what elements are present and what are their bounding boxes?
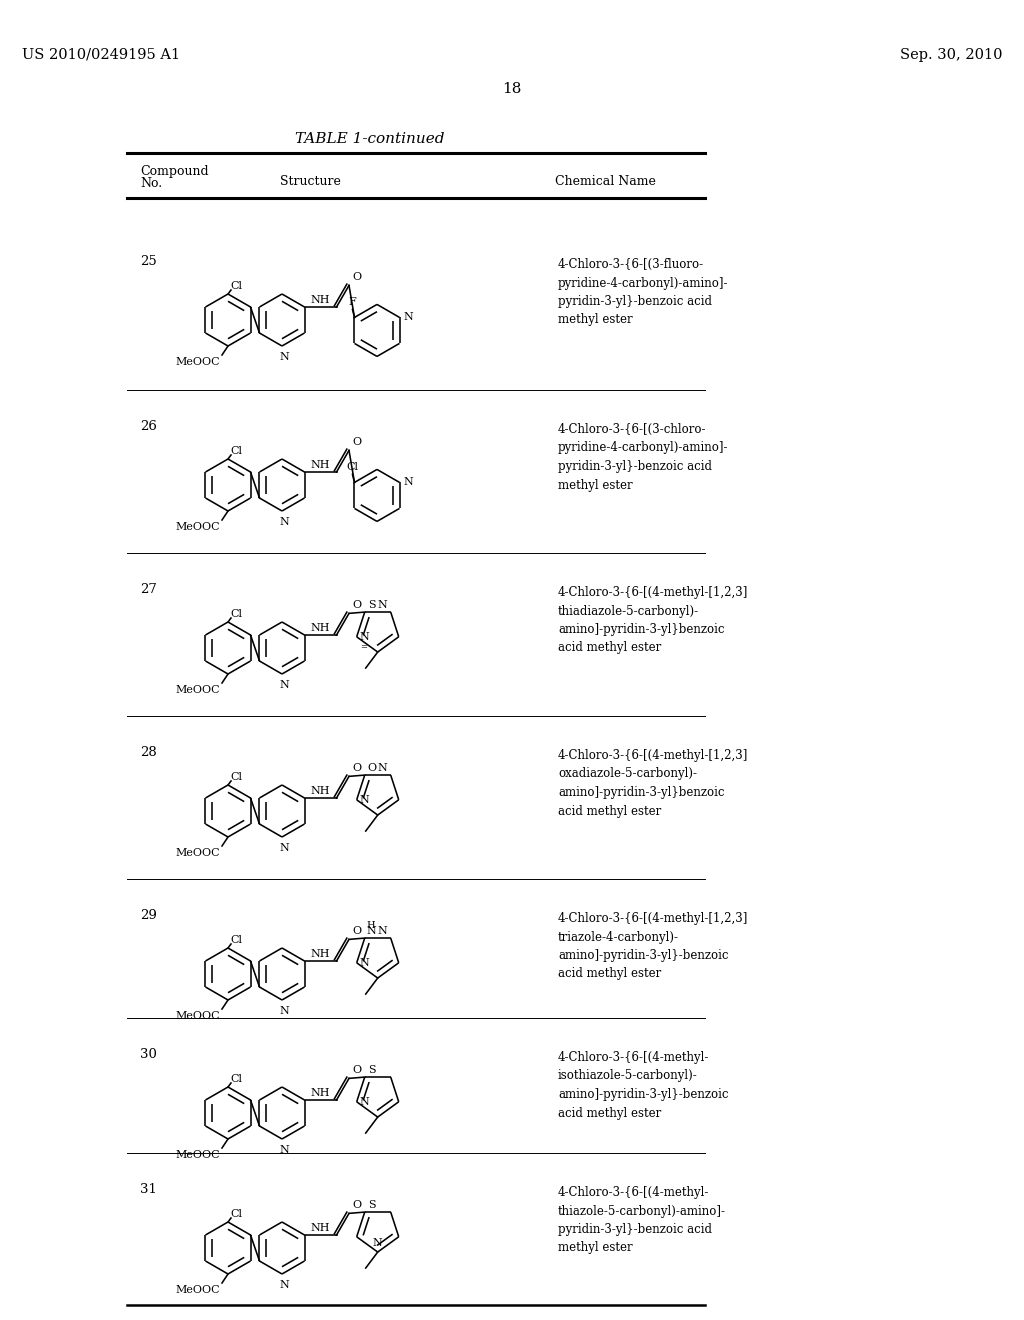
Text: N: N [359, 632, 370, 642]
Text: N: N [280, 843, 289, 853]
Text: No.: No. [140, 177, 162, 190]
Text: Cl: Cl [230, 935, 242, 945]
Text: 4-Chloro-3-{6-[(4-methyl-[1,2,3]
thiadiazole-5-carbonyl)-
amino]-pyridin-3-yl}be: 4-Chloro-3-{6-[(4-methyl-[1,2,3] thiadia… [558, 586, 749, 655]
Text: Compound: Compound [140, 165, 209, 178]
Text: 4-Chloro-3-{6-[(3-fluoro-
pyridine-4-carbonyl)-amino]-
pyridin-3-yl}-benzoic aci: 4-Chloro-3-{6-[(3-fluoro- pyridine-4-car… [558, 257, 728, 326]
Text: S: S [368, 1200, 376, 1210]
Text: 29: 29 [140, 909, 157, 921]
Text: 31: 31 [140, 1183, 157, 1196]
Text: O: O [352, 272, 361, 282]
Text: US 2010/0249195 A1: US 2010/0249195 A1 [22, 48, 180, 62]
Text: N: N [359, 958, 370, 968]
Text: S: S [368, 1065, 376, 1074]
Text: Cl: Cl [230, 772, 242, 781]
Text: NH: NH [310, 785, 331, 796]
Text: 27: 27 [140, 583, 157, 597]
Text: Cl: Cl [230, 1209, 242, 1218]
Text: 4-Chloro-3-{6-[(4-methyl-[1,2,3]
triazole-4-carbonyl)-
amino]-pyridin-3-yl}-benz: 4-Chloro-3-{6-[(4-methyl-[1,2,3] triazol… [558, 912, 749, 981]
Text: NH: NH [310, 1224, 331, 1233]
Text: NH: NH [310, 1088, 331, 1098]
Text: N: N [403, 313, 414, 322]
Text: N: N [378, 601, 388, 610]
Text: N: N [367, 927, 377, 936]
Text: 30: 30 [140, 1048, 157, 1061]
Text: Sep. 30, 2010: Sep. 30, 2010 [899, 48, 1002, 62]
Text: Cl: Cl [346, 462, 358, 473]
Text: MeOOC: MeOOC [175, 1011, 220, 1020]
Text: N: N [403, 478, 414, 487]
Text: MeOOC: MeOOC [175, 685, 220, 696]
Text: 25: 25 [140, 255, 157, 268]
Text: O: O [368, 763, 377, 774]
Text: N: N [280, 1280, 289, 1290]
Text: O: O [352, 1065, 361, 1076]
Text: N: N [378, 763, 388, 774]
Text: MeOOC: MeOOC [175, 847, 220, 858]
Text: N: N [359, 1097, 370, 1106]
Text: Cl: Cl [230, 281, 242, 290]
Text: H: H [367, 921, 376, 931]
Text: NH: NH [310, 949, 331, 960]
Text: 4-Chloro-3-{6-[(4-methyl-[1,2,3]
oxadiazole-5-carbonyl)-
amino]-pyridin-3-yl}ben: 4-Chloro-3-{6-[(4-methyl-[1,2,3] oxadiaz… [558, 748, 749, 817]
Text: MeOOC: MeOOC [175, 1150, 220, 1160]
Text: N: N [280, 352, 289, 362]
Text: Cl: Cl [230, 446, 242, 455]
Text: 4-Chloro-3-{6-[(4-methyl-
isothiazole-5-carbonyl)-
amino]-pyridin-3-yl}-benzoic
: 4-Chloro-3-{6-[(4-methyl- isothiazole-5-… [558, 1051, 728, 1119]
Text: TABLE 1-continued: TABLE 1-continued [295, 132, 444, 147]
Text: Structure: Structure [280, 176, 340, 187]
Text: 18: 18 [503, 82, 521, 96]
Text: NH: NH [310, 294, 331, 305]
Text: MeOOC: MeOOC [175, 521, 220, 532]
Text: Cl: Cl [230, 609, 242, 619]
Text: Cl: Cl [230, 1074, 242, 1084]
Text: O: O [352, 437, 361, 447]
Text: F: F [348, 297, 356, 308]
Text: NH: NH [310, 623, 331, 634]
Text: O: O [352, 1200, 361, 1210]
Text: 4-Chloro-3-{6-[(4-methyl-
thiazole-5-carbonyl)-amino]-
pyridin-3-yl}-benzoic aci: 4-Chloro-3-{6-[(4-methyl- thiazole-5-car… [558, 1185, 726, 1254]
Text: N: N [280, 1006, 289, 1016]
Text: 28: 28 [140, 746, 157, 759]
Text: O: O [352, 763, 361, 774]
Text: 4-Chloro-3-{6-[(3-chloro-
pyridine-4-carbonyl)-amino]-
pyridin-3-yl}-benzoic aci: 4-Chloro-3-{6-[(3-chloro- pyridine-4-car… [558, 422, 728, 491]
Text: O: O [352, 601, 361, 610]
Text: Chemical Name: Chemical Name [555, 176, 656, 187]
Text: N: N [280, 1144, 289, 1155]
Text: N: N [359, 795, 370, 805]
Text: S: S [368, 601, 376, 610]
Text: MeOOC: MeOOC [175, 356, 220, 367]
Text: N: N [373, 1238, 383, 1247]
Text: N: N [280, 680, 289, 690]
Text: N: N [378, 927, 388, 936]
Text: MeOOC: MeOOC [175, 1284, 220, 1295]
Text: NH: NH [310, 459, 331, 470]
Text: N: N [280, 517, 289, 527]
Text: =: = [359, 643, 367, 651]
Text: 26: 26 [140, 420, 157, 433]
Text: O: O [352, 927, 361, 936]
